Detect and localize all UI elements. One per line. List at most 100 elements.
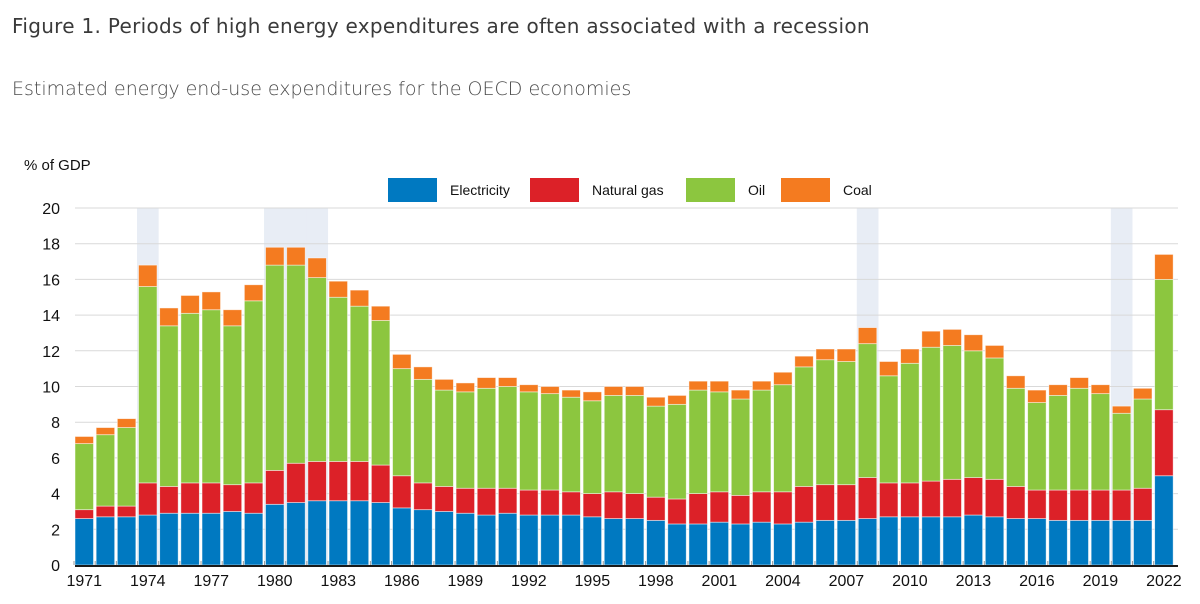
bar-electricity-1976 (180, 512, 200, 566)
bar-group-2006 (815, 348, 835, 566)
bar-group-2000 (688, 380, 708, 566)
bar-coal-2019 (1090, 384, 1111, 395)
bar-electricity-2009 (879, 516, 899, 566)
bar-natural-gas-2017 (1048, 489, 1068, 521)
bar-oil-2016 (1027, 402, 1047, 491)
bar-group-1999 (667, 395, 687, 566)
bar-electricity-1986 (392, 507, 412, 566)
bar-natural-gas-1999 (667, 498, 687, 525)
bar-coal-1988 (434, 378, 454, 391)
x-tick-label: 2022 (1146, 573, 1182, 590)
bar-electricity-1997 (625, 518, 645, 566)
bar-natural-gas-1984 (349, 461, 370, 502)
bar-group-2016 (1027, 389, 1047, 566)
bar-coal-1975 (159, 307, 179, 327)
bar-natural-gas-2013 (963, 477, 984, 516)
y-tick-label: 14 (42, 308, 60, 325)
bar-coal-1986 (392, 353, 412, 370)
bar-oil-2008 (857, 343, 878, 478)
bar-group-1994 (561, 389, 581, 566)
bar-oil-1986 (392, 368, 412, 477)
bar-electricity-2005 (794, 521, 814, 566)
bar-group-2010 (900, 348, 920, 566)
bar-natural-gas-1972 (95, 505, 116, 518)
bar-electricity-1978 (222, 511, 243, 566)
x-tick-label: 1998 (638, 573, 674, 590)
bar-oil-1985 (370, 320, 391, 466)
bar-group-2002 (730, 389, 751, 566)
bar-natural-gas-2019 (1090, 489, 1111, 521)
bar-natural-gas-1986 (392, 475, 412, 509)
y-tick-label: 8 (51, 415, 60, 432)
bar-electricity-1993 (540, 514, 560, 566)
bar-coal-1973 (116, 418, 137, 428)
bar-group-1998 (646, 396, 666, 566)
bar-oil-1980 (265, 264, 285, 471)
bar-electricity-2019 (1090, 519, 1111, 566)
bar-electricity-2003 (752, 521, 772, 566)
x-tick-label: 1974 (130, 573, 166, 590)
bar-group-1980 (265, 246, 285, 566)
bar-group-1996 (603, 386, 624, 566)
bar-coal-1972 (95, 427, 116, 436)
bar-coal-2002 (730, 389, 751, 400)
bars (74, 246, 1174, 566)
bar-group-2001 (709, 380, 729, 566)
bar-oil-1997 (625, 395, 645, 494)
bar-natural-gas-2001 (709, 491, 729, 523)
bar-group-2011 (921, 330, 941, 566)
bar-group-2003 (752, 380, 772, 566)
bar-coal-1991 (497, 377, 518, 387)
bar-oil-1975 (159, 325, 179, 487)
bar-oil-1991 (497, 386, 518, 489)
bar-oil-1987 (413, 378, 433, 484)
legend-swatch-oil (686, 178, 735, 202)
x-tick-label: 1995 (575, 573, 611, 590)
x-tick-label: 1980 (257, 573, 293, 590)
y-tick-label: 12 (42, 344, 60, 361)
bar-group-2017 (1048, 384, 1068, 566)
bar-oil-2020 (1111, 412, 1132, 491)
bar-coal-2014 (984, 345, 1005, 359)
bar-natural-gas-1993 (540, 489, 560, 516)
x-tick-label: 2016 (1019, 573, 1055, 590)
bar-oil-2007 (836, 361, 857, 486)
legend-label: Coal (843, 182, 872, 198)
legend-label: Electricity (450, 182, 510, 198)
x-tick-label: 2004 (765, 573, 801, 590)
bar-coal-2018 (1069, 377, 1089, 389)
bar-oil-1992 (519, 391, 539, 491)
x-tick-label: 2010 (892, 573, 928, 590)
bar-group-2008 (857, 327, 878, 566)
bar-coal-1993 (540, 386, 560, 395)
legend-label: Oil (748, 182, 765, 198)
x-tick-label: 1977 (193, 573, 229, 590)
bar-group-2018 (1069, 377, 1089, 566)
bar-natural-gas-1980 (265, 469, 285, 505)
bar-electricity-1971 (74, 518, 94, 566)
bar-natural-gas-2015 (1006, 486, 1026, 519)
bar-electricity-1990 (476, 514, 497, 566)
bar-oil-1973 (116, 427, 137, 507)
bar-electricity-1984 (349, 500, 370, 566)
bar-coal-1984 (349, 289, 370, 307)
bar-group-1987 (413, 366, 433, 566)
bar-group-1977 (201, 291, 221, 566)
bar-natural-gas-2012 (942, 478, 962, 518)
x-tick-label: 1971 (66, 573, 102, 590)
figure-subtitle: Estimated energy end-use expenditures fo… (12, 78, 632, 100)
bar-oil-2011 (921, 346, 941, 482)
bar-coal-1996 (603, 386, 624, 396)
bar-oil-2010 (900, 362, 920, 484)
bar-group-1985 (370, 305, 391, 566)
bar-group-1983 (328, 280, 348, 566)
bar-natural-gas-1979 (243, 482, 264, 514)
bar-electricity-2018 (1069, 519, 1089, 566)
bar-group-2013 (963, 334, 984, 566)
bar-group-1979 (243, 284, 264, 566)
bar-coal-1978 (222, 309, 243, 327)
bar-oil-2017 (1048, 395, 1068, 491)
bar-natural-gas-1998 (646, 496, 666, 521)
bar-natural-gas-1971 (74, 509, 94, 519)
bar-group-1992 (519, 384, 539, 566)
